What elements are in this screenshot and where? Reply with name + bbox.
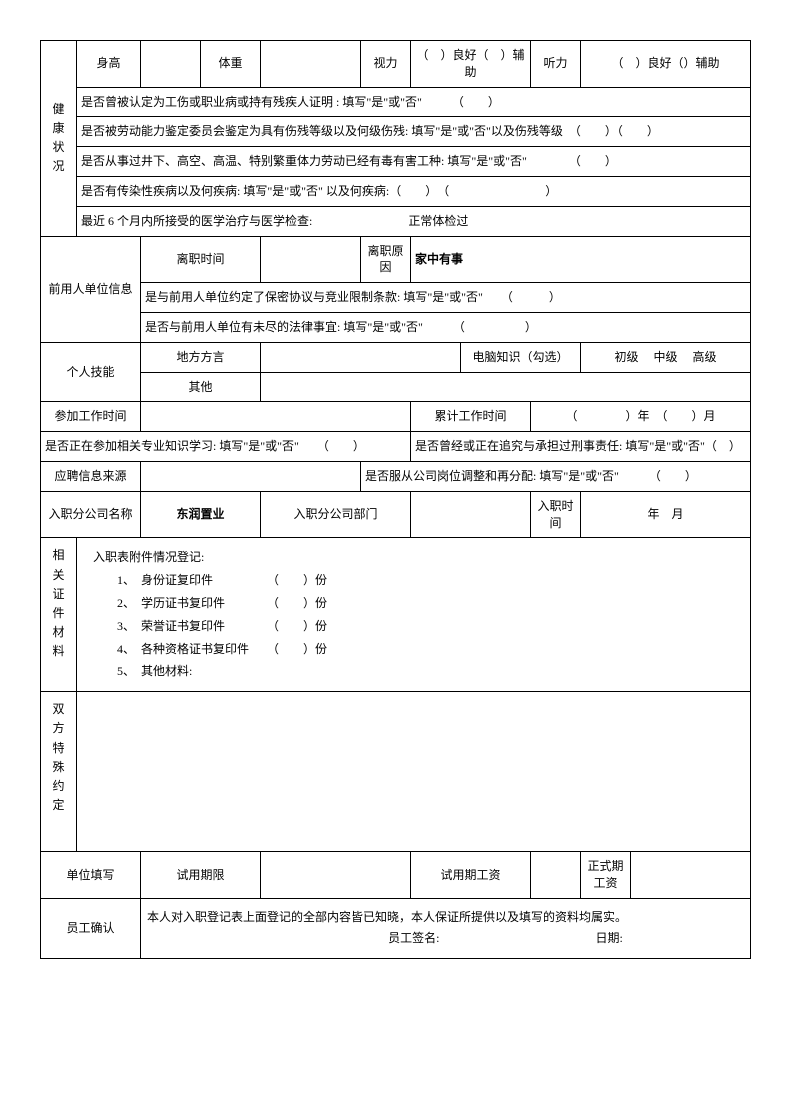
skill-label: 个人技能 — [41, 342, 141, 402]
health-row2[interactable]: 是否被劳动能力鉴定委员会鉴定为具有伤残等级以及何级伤残: 填写"是"或"否"以及… — [77, 117, 751, 147]
prev-row2[interactable]: 是否与前用人单位有未尽的法律事宜: 填写"是"或"否" （ ） — [141, 312, 751, 342]
work-total-value[interactable]: （ ）年 （ ）月 — [531, 402, 751, 432]
leave-time-label: 离职时间 — [141, 236, 261, 283]
entry-company-value[interactable]: 东润置业 — [141, 491, 261, 538]
weight-value[interactable] — [261, 41, 361, 88]
vision-value[interactable]: （ ）良好（ ）辅助 — [411, 41, 531, 88]
agreement-content[interactable] — [77, 692, 751, 852]
vision-label: 视力 — [361, 41, 411, 88]
confirm-content[interactable]: 本人对入职登记表上面登记的全部内容皆已知晓，本人保证所提供以及填写的资料均属实。… — [141, 898, 751, 958]
leave-reason-label: 离职原因 — [361, 236, 411, 283]
skill-other-value[interactable] — [261, 372, 751, 402]
dialect-value[interactable] — [261, 342, 461, 372]
confirm-label: 员工确认 — [41, 898, 141, 958]
skill-other-label: 其他 — [141, 372, 261, 402]
computer-label: 电脑知识（勾选） — [461, 342, 581, 372]
work-start-value[interactable] — [141, 402, 411, 432]
entry-time-label: 入职时间 — [531, 491, 581, 538]
study-left[interactable]: 是否正在参加相关专业知识学习: 填写"是"或"否" （ ） — [41, 432, 411, 462]
health-label: 健 康 状 况 — [41, 41, 77, 237]
leave-time-value[interactable] — [261, 236, 361, 283]
form-container: 健 康 状 况 身高 体重 视力 （ ）良好（ ）辅助 听力 （ ）良好（）辅助… — [40, 40, 750, 959]
hearing-label: 听力 — [531, 41, 581, 88]
health-row4[interactable]: 是否有传染性疾病以及何疾病: 填写"是"或"否" 以及何疾病:（ ） （ ） — [77, 176, 751, 206]
entry-dept-value[interactable] — [411, 491, 531, 538]
health-row3[interactable]: 是否从事过井下、高空、高温、特别繁重体力劳动已经有毒有害工种: 填写"是"或"否… — [77, 147, 751, 177]
dialect-label: 地方方言 — [141, 342, 261, 372]
computer-levels[interactable]: 初级 中级 高级 — [581, 342, 751, 372]
agreement-label: 双 方 特 殊 约 定 — [41, 692, 77, 852]
weight-label: 体重 — [201, 41, 261, 88]
prev-label: 前用人单位信息 — [41, 236, 141, 342]
source-value[interactable] — [141, 461, 361, 491]
work-start-label: 参加工作时间 — [41, 402, 141, 432]
height-value[interactable] — [141, 41, 201, 88]
entry-time-value[interactable]: 年 月 — [581, 491, 751, 538]
trial-salary-value[interactable] — [531, 852, 581, 899]
study-right[interactable]: 是否曾经或正在追究与承担过刑事责任: 填写"是"或"否"（ ） — [411, 432, 751, 462]
formal-salary-label: 正式期工资 — [581, 852, 631, 899]
unit-label: 单位填写 — [41, 852, 141, 899]
main-table: 健 康 状 况 身高 体重 视力 （ ）良好（ ）辅助 听力 （ ）良好（）辅助… — [40, 40, 751, 959]
entry-dept-label: 入职分公司部门 — [261, 491, 411, 538]
health-row1[interactable]: 是否曾被认定为工伤或职业病或持有残疾人证明 : 填写"是"或"否" （ ） — [77, 87, 751, 117]
formal-salary-value[interactable] — [631, 852, 751, 899]
entry-company-label: 入职分公司名称 — [41, 491, 141, 538]
leave-reason-value[interactable]: 家中有事 — [411, 236, 751, 283]
hearing-value[interactable]: （ ）良好（）辅助 — [581, 41, 751, 88]
work-total-label: 累计工作时间 — [411, 402, 531, 432]
prev-row1[interactable]: 是与前用人单位约定了保密协议与竞业限制条款: 填写"是"或"否" （ ） — [141, 283, 751, 313]
attach-content[interactable]: 入职表附件情况登记: 1、 身份证复印件 （ ）份 2、 学历证书复印件 （ ）… — [77, 538, 751, 692]
trial-salary-label: 试用期工资 — [411, 852, 531, 899]
source-right[interactable]: 是否服从公司岗位调整和再分配: 填写"是"或"否" （ ） — [361, 461, 751, 491]
attach-label: 相 关 证 件 材 料 — [41, 538, 77, 692]
trial-period-value[interactable] — [261, 852, 411, 899]
source-label: 应聘信息来源 — [41, 461, 141, 491]
height-label: 身高 — [77, 41, 141, 88]
health-row5[interactable]: 最近 6 个月内所接受的医学治疗与医学检查: 正常体检过 — [77, 206, 751, 236]
trial-period-label: 试用期限 — [141, 852, 261, 899]
